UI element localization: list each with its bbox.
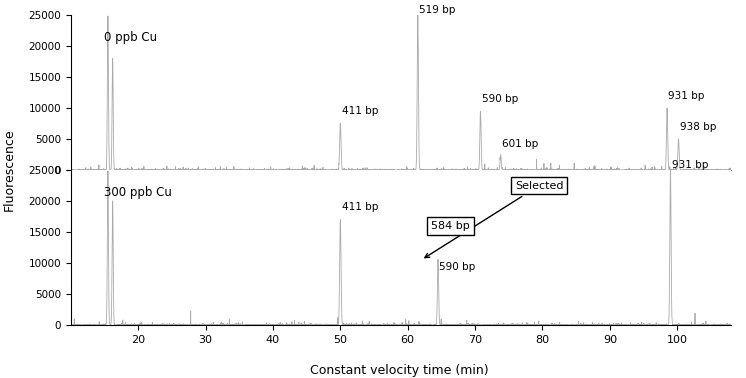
Text: 519 bp: 519 bp <box>419 5 456 15</box>
Text: 411 bp: 411 bp <box>342 202 378 212</box>
Text: 0 ppb Cu: 0 ppb Cu <box>104 31 157 43</box>
Text: 931 bp: 931 bp <box>668 91 705 101</box>
Text: 938 bp: 938 bp <box>680 122 716 132</box>
Text: 601 bp: 601 bp <box>502 139 539 149</box>
Text: Constant velocity time (min): Constant velocity time (min) <box>310 364 489 377</box>
Text: 931 bp: 931 bp <box>672 160 708 170</box>
Text: 411 bp: 411 bp <box>342 106 378 116</box>
Text: Selected: Selected <box>425 181 563 258</box>
Text: 300 ppb Cu: 300 ppb Cu <box>104 186 172 198</box>
Text: 590 bp: 590 bp <box>439 262 476 273</box>
Text: 584 bp: 584 bp <box>431 221 470 231</box>
Text: Fluorescence: Fluorescence <box>2 129 16 211</box>
Text: 590 bp: 590 bp <box>482 94 518 104</box>
